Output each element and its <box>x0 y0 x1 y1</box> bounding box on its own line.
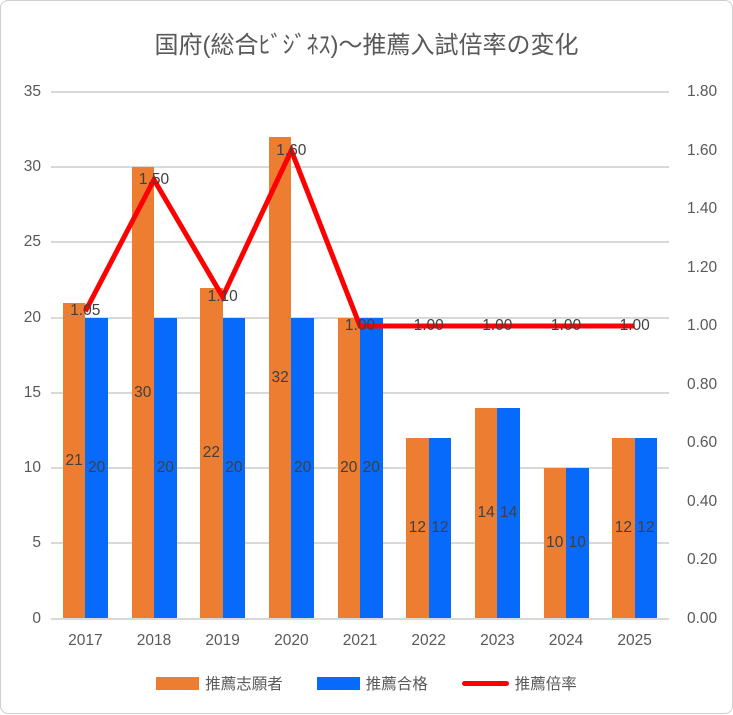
legend-item-ratio[interactable]: 推薦倍率 <box>461 672 577 694</box>
y-axis-right-tick: 0.20 <box>687 551 718 568</box>
y-axis-right-tick: 0.80 <box>687 375 718 393</box>
bar-applicants-2025[interactable] <box>612 437 635 619</box>
bar-applicants-2021[interactable] <box>337 317 360 619</box>
legend-swatch-ratio-line <box>461 680 509 686</box>
bar-applicants-2020[interactable] <box>268 137 292 619</box>
y-axis-left-tick: 5 <box>32 534 41 552</box>
bar-applicants-2019[interactable] <box>200 287 223 619</box>
y-axis-right-tick: 1.20 <box>687 258 718 276</box>
x-axis-label: 2019 <box>205 632 240 649</box>
bar-accepted-2020[interactable] <box>291 317 314 619</box>
y-axis-right-tick: 1.80 <box>687 83 718 100</box>
bar-accepted-2022[interactable] <box>428 437 452 619</box>
y-axis-left-tick: 20 <box>23 308 41 326</box>
x-axis-label: 2022 <box>411 632 446 649</box>
y-axis-right-tick: 0.40 <box>687 492 718 510</box>
bar-accepted-2023[interactable] <box>497 407 520 619</box>
y-axis-left-tick: 35 <box>23 83 41 100</box>
x-axis-label: 2017 <box>68 632 103 649</box>
bar-accepted-2025[interactable] <box>634 437 658 619</box>
x-axis-label: 2020 <box>274 632 309 649</box>
x-axis-label: 2018 <box>136 632 172 649</box>
y-axis-left-tick: 0 <box>32 609 41 627</box>
legend-label-accepted: 推薦合格 <box>365 676 428 693</box>
gridline <box>51 91 669 93</box>
bar-accepted-2017[interactable] <box>85 317 108 619</box>
bar-applicants-2017[interactable] <box>62 302 86 619</box>
y-axis-right-tick: 0.60 <box>687 434 718 451</box>
y-axis-left-tick: 15 <box>23 383 41 401</box>
chart-title: 国府(総合ﾋﾞｼﾞﾈｽ)～推薦入試倍率の変化 <box>154 32 579 59</box>
x-axis-label: 2024 <box>548 632 584 649</box>
legend-item-applicants[interactable]: 推薦志願者 <box>156 672 283 694</box>
y-axis-right-tick: 1.00 <box>687 317 718 334</box>
bar-applicants-2023[interactable] <box>474 407 498 619</box>
y-axis-left-tick: 25 <box>23 233 41 251</box>
bar-applicants-2022[interactable] <box>406 437 429 619</box>
y-axis-right-tick: 1.40 <box>687 200 718 217</box>
y-axis-right-tick: 1.60 <box>687 141 718 159</box>
legend-item-accepted[interactable]: 推薦合格 <box>316 672 428 694</box>
bar-accepted-2024[interactable] <box>566 468 589 619</box>
bar-accepted-2019[interactable] <box>222 317 246 619</box>
bar-accepted-2021[interactable] <box>360 317 383 619</box>
legend: 推薦志願者 推薦合格 推薦倍率 <box>1 667 732 699</box>
x-axis-label: 2021 <box>342 632 378 649</box>
bar-applicants-2018[interactable] <box>131 167 154 619</box>
y-axis-left-tick: 30 <box>23 158 41 176</box>
legend-swatch-applicants-bar <box>156 676 200 690</box>
y-axis-right-tick: 0.00 <box>687 609 718 627</box>
ratio-line[interactable] <box>83 144 635 329</box>
x-axis-label: 2023 <box>480 632 515 649</box>
legend-label-ratio: 推薦倍率 <box>514 676 577 693</box>
bar-applicants-2024[interactable] <box>543 468 566 619</box>
legend-swatch-accepted-bar <box>316 676 360 690</box>
x-axis-label: 2025 <box>617 632 652 649</box>
legend-label-applicants: 推薦志願者 <box>205 676 283 693</box>
y-axis-left-tick: 10 <box>23 459 41 477</box>
bar-accepted-2018[interactable] <box>154 317 177 619</box>
